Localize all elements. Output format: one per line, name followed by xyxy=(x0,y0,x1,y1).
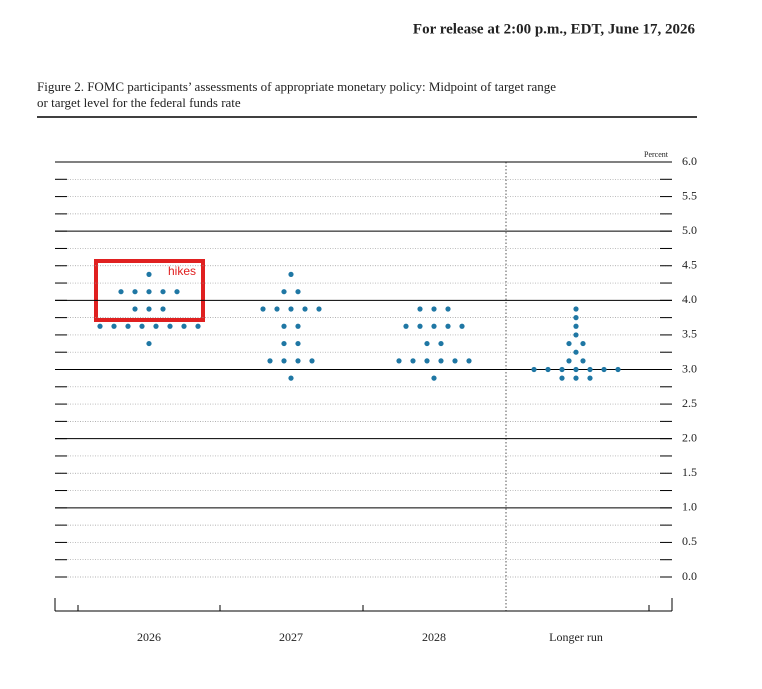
dot xyxy=(573,306,579,312)
dot xyxy=(181,323,187,329)
dot xyxy=(146,340,152,347)
y-tick-label: 0.0 xyxy=(682,569,697,583)
y-tick-label: 1.0 xyxy=(682,500,697,514)
y-tick-label: 2.0 xyxy=(682,430,697,444)
dot xyxy=(132,289,138,295)
dot xyxy=(160,306,166,312)
dot xyxy=(295,340,301,347)
dot xyxy=(566,358,572,364)
dot xyxy=(431,375,437,381)
dot xyxy=(545,366,551,373)
dot xyxy=(438,340,444,347)
dot xyxy=(295,358,301,364)
annotation: hikes xyxy=(168,264,196,278)
dot xyxy=(431,323,437,329)
dot xyxy=(573,323,579,329)
dot xyxy=(531,366,537,373)
y-unit-label: Percent xyxy=(644,150,669,159)
dot xyxy=(445,323,451,329)
dot xyxy=(466,358,472,364)
y-tick-label: 3.0 xyxy=(682,361,697,375)
y-tick-label: 5.0 xyxy=(682,223,697,237)
release-note: For release at 2:00 p.m., EDT, June 17, … xyxy=(413,21,696,37)
dot xyxy=(174,289,180,295)
dot xyxy=(573,366,579,373)
dot xyxy=(580,340,586,347)
dot xyxy=(566,340,572,347)
dot xyxy=(302,306,308,312)
chart-title: or target level for the federal funds ra… xyxy=(37,95,241,110)
dot xyxy=(438,358,444,364)
y-tick-label: 1.5 xyxy=(682,465,697,479)
dot xyxy=(601,366,607,373)
dot xyxy=(160,289,166,295)
y-tick-label: 5.5 xyxy=(682,188,697,202)
dot xyxy=(139,323,145,329)
dot xyxy=(295,289,301,295)
dot xyxy=(281,358,287,364)
dot xyxy=(97,323,103,329)
dot xyxy=(424,340,430,347)
highlight-box xyxy=(94,259,205,322)
y-tick-label: 0.5 xyxy=(682,534,697,548)
dot xyxy=(274,306,280,312)
dot xyxy=(195,323,201,329)
dot xyxy=(431,306,437,312)
dot xyxy=(309,358,315,364)
dot xyxy=(153,323,159,329)
dot xyxy=(281,323,287,329)
x-axis xyxy=(54,598,673,612)
dot xyxy=(459,323,465,329)
x-tick-label: 2028 xyxy=(422,630,446,644)
dot xyxy=(573,332,579,338)
dot xyxy=(396,358,402,364)
dot xyxy=(587,366,593,373)
dot xyxy=(573,375,579,381)
dot xyxy=(281,340,287,347)
dot xyxy=(580,358,586,364)
y-tick-label: 4.5 xyxy=(682,258,697,272)
dot xyxy=(146,306,152,312)
dot xyxy=(573,349,579,355)
dot xyxy=(295,323,301,329)
dot xyxy=(410,358,416,364)
x-tick-label: 2026 xyxy=(137,630,161,644)
y-tick-label: 4.0 xyxy=(682,292,697,306)
dot xyxy=(118,289,124,295)
dot xyxy=(288,375,294,381)
dot xyxy=(559,366,565,373)
dot xyxy=(573,315,579,321)
dot xyxy=(587,375,593,381)
dot xyxy=(417,306,423,312)
dot xyxy=(146,289,152,295)
dot xyxy=(615,366,621,373)
dot xyxy=(260,306,266,312)
dot xyxy=(281,289,287,295)
y-tick-label: 2.5 xyxy=(682,396,697,410)
y-tick-label: 3.5 xyxy=(682,327,697,341)
dot xyxy=(288,271,294,277)
dot xyxy=(267,358,273,364)
dot xyxy=(167,323,173,329)
dot xyxy=(452,358,458,364)
dot xyxy=(424,358,430,364)
dot xyxy=(559,375,565,381)
x-tick-label: 2027 xyxy=(279,630,303,644)
dot xyxy=(316,306,322,312)
dot xyxy=(132,306,138,312)
dot xyxy=(288,306,294,312)
dot xyxy=(417,323,423,329)
chart-title: Figure 2. FOMC participants’ assessments… xyxy=(37,79,556,94)
dot xyxy=(403,323,409,329)
y-tick-label: 6.0 xyxy=(682,154,697,168)
dot xyxy=(111,323,117,329)
dot xyxy=(146,271,152,277)
dot xyxy=(445,306,451,312)
dot xyxy=(125,323,131,329)
x-tick-label: Longer run xyxy=(549,630,603,644)
